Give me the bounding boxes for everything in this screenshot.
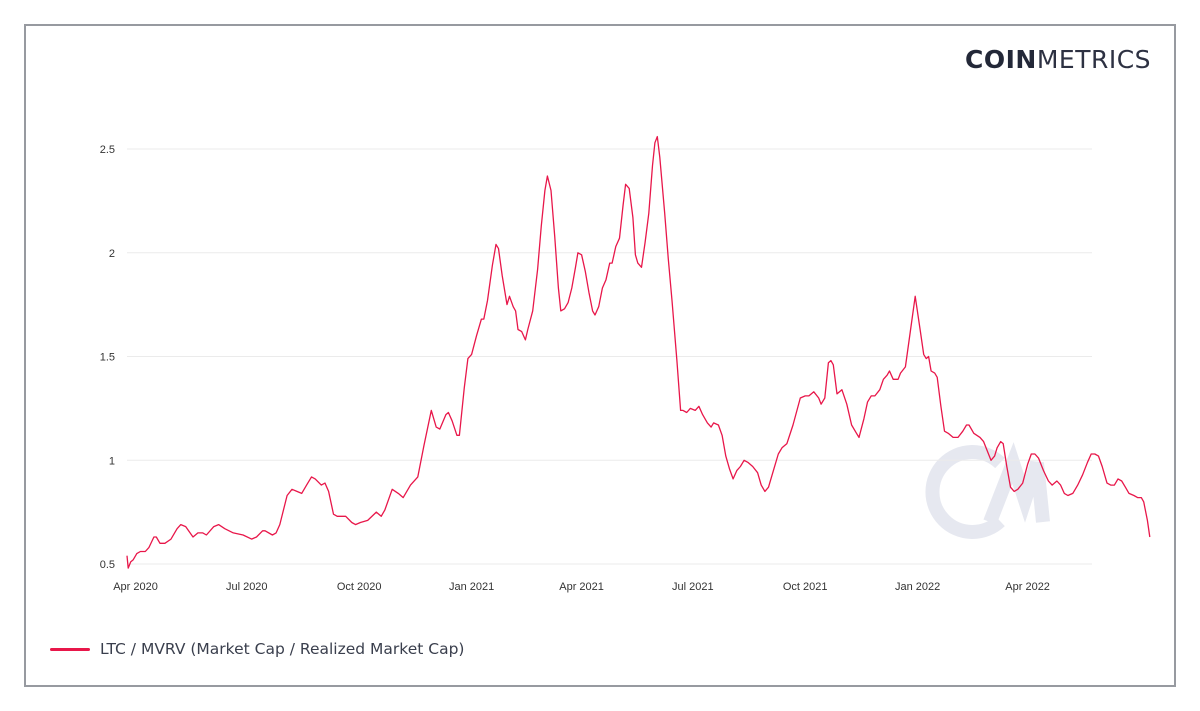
y-axis-ticks: 0.5 1 1.5 2 2.5 (100, 144, 115, 571)
svg-text:2: 2 (109, 248, 115, 260)
svg-text:2.5: 2.5 (100, 144, 115, 156)
watermark-icon (925, 442, 1050, 539)
x-axis-ticks: Apr 2020 Jul 2020 Oct 2020 Jan 2021 Apr 2021… (113, 581, 1050, 593)
legend[interactable]: LTC / MVRV (Market Cap / Realized Market… (50, 640, 464, 658)
legend-label: LTC / MVRV (Market Cap / Realized Market… (100, 640, 465, 658)
gridlines (127, 148, 1092, 565)
svg-text:Apr 2021: Apr 2021 (559, 581, 604, 593)
svg-text:Apr 2022: Apr 2022 (1005, 581, 1050, 593)
svg-text:1: 1 (109, 455, 115, 467)
svg-text:Jan 2022: Jan 2022 (895, 581, 940, 593)
svg-text:Oct 2020: Oct 2020 (337, 581, 382, 593)
svg-text:Apr 2020: Apr 2020 (113, 581, 158, 593)
svg-text:0.5: 0.5 (100, 559, 115, 571)
svg-text:Jan 2021: Jan 2021 (449, 581, 494, 593)
coinmetrics-logo: COINMETRICS (965, 45, 1151, 74)
mvrv-line (126, 135, 1151, 569)
svg-text:1.5: 1.5 (100, 352, 115, 364)
svg-text:Jul 2020: Jul 2020 (226, 581, 268, 593)
logo-bold-text: COIN (965, 45, 1037, 74)
svg-text:Jul 2021: Jul 2021 (672, 581, 714, 593)
chart-frame (24, 24, 1176, 687)
legend-swatch-icon (50, 647, 90, 651)
svg-text:Oct 2021: Oct 2021 (783, 581, 828, 593)
logo-light-text: METRICS (1036, 45, 1152, 74)
